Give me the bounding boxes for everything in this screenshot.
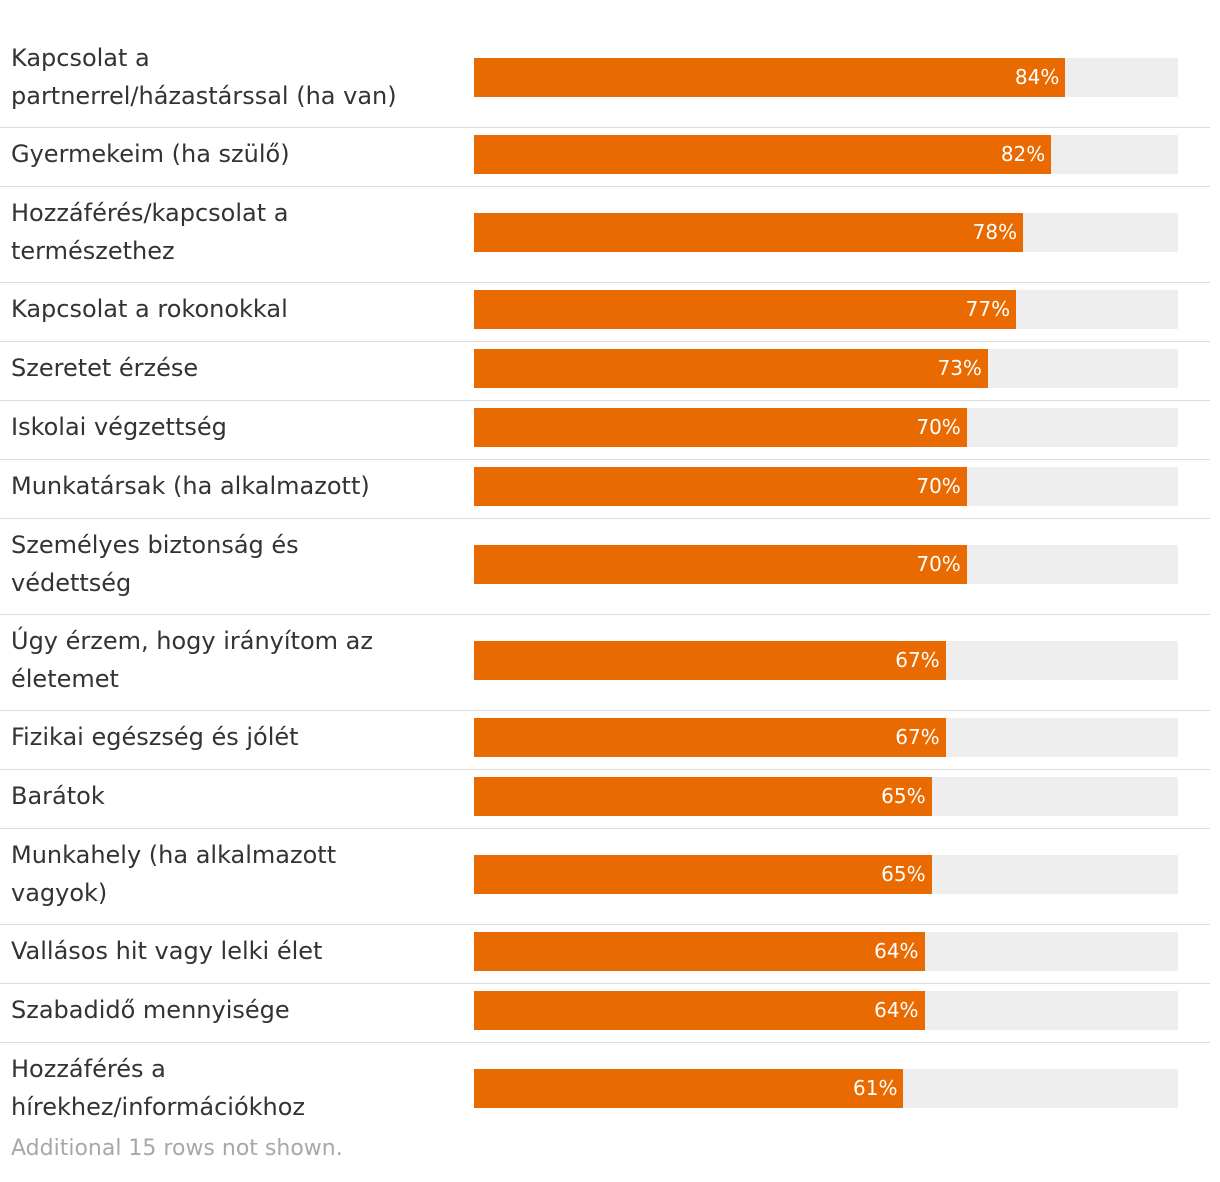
bar — [474, 640, 946, 680]
bar-value-label: 67% — [895, 724, 940, 749]
row-divider — [0, 1042, 1210, 1043]
bar-track: 61% — [474, 1068, 1178, 1108]
category-label: Kapcsolat a partnerrel/házastárssal (ha … — [11, 44, 397, 110]
bar-track: 64% — [474, 990, 1178, 1030]
bar — [474, 57, 1066, 97]
row-divider — [0, 710, 1210, 711]
bar — [474, 1068, 904, 1108]
bar-value-label: 61% — [853, 1075, 898, 1100]
category-label: Szeretet érzése — [11, 354, 199, 382]
bar-value-label: 84% — [1014, 64, 1060, 89]
bar — [474, 134, 1052, 174]
bar-track: 70% — [474, 407, 1178, 447]
bar — [474, 212, 1024, 252]
category-label: Munkatársak (ha alkalmazott) — [11, 472, 370, 500]
bar-value-label: 67% — [895, 647, 940, 672]
category-label: Vallásos hit vagy lelki élet — [11, 937, 323, 965]
bar-track: 82% — [474, 134, 1178, 174]
row-divider — [0, 518, 1210, 519]
bar-track: 84% — [474, 57, 1178, 97]
bar-track: 67% — [474, 640, 1178, 680]
bar-track: 73% — [474, 348, 1178, 388]
category-label: Hozzáférés a hírekhez/információkhoz — [11, 1055, 306, 1121]
row-divider — [0, 983, 1210, 984]
bar-track: 70% — [474, 466, 1178, 506]
row-divider — [0, 769, 1210, 770]
category-label: Munkahely (ha alkalmazott vagyok) — [11, 841, 337, 907]
row-divider — [0, 614, 1210, 615]
bar — [474, 466, 967, 506]
bar — [474, 990, 925, 1030]
bar-track: 65% — [474, 776, 1178, 816]
bar-track: 65% — [474, 854, 1178, 894]
category-label: Szabadidő mennyisége — [11, 996, 290, 1024]
bar — [474, 931, 925, 971]
bar — [474, 776, 932, 816]
bar — [474, 854, 932, 894]
bar-value-label: 70% — [916, 551, 961, 576]
category-label: Személyes biztonság és védettség — [11, 531, 299, 597]
bar-value-label: 70% — [916, 473, 961, 498]
bar-track: 64% — [474, 931, 1178, 971]
bar-value-label: 70% — [916, 414, 961, 439]
bar-track: 70% — [474, 544, 1178, 584]
footnote: Additional 15 rows not shown. — [11, 1136, 343, 1161]
row-divider — [0, 282, 1210, 283]
category-label: Gyermekeim (ha szülő) — [11, 140, 290, 168]
bar-value-label: 82% — [1000, 141, 1046, 166]
category-label: Kapcsolat a rokonokkal — [11, 295, 288, 323]
bar-value-label: 65% — [881, 861, 926, 886]
category-label: Hozzáférés/kapcsolat a természethez — [11, 199, 289, 265]
bar — [474, 717, 946, 757]
bar-track: 67% — [474, 717, 1178, 757]
bar-value-label: 65% — [881, 783, 926, 808]
row-divider — [0, 341, 1210, 342]
category-label: Úgy érzem, hogy irányítom az életemet — [11, 627, 373, 693]
row-divider — [0, 459, 1210, 460]
row-divider — [0, 186, 1210, 187]
bar-track: 78% — [474, 212, 1178, 252]
bar — [474, 544, 967, 584]
bar-value-label: 73% — [937, 355, 982, 380]
row-divider — [0, 127, 1210, 128]
category-label: Barátok — [11, 782, 105, 810]
category-label: Fizikai egészség és jólét — [11, 723, 299, 751]
bar — [474, 289, 1017, 329]
bar-track: 77% — [474, 289, 1178, 329]
row-divider — [0, 828, 1210, 829]
bar — [474, 407, 967, 447]
bar-value-label: 64% — [874, 938, 919, 963]
row-divider — [0, 400, 1210, 401]
row-divider — [0, 924, 1210, 925]
category-label: Iskolai végzettség — [11, 413, 227, 441]
bar-value-label: 64% — [874, 997, 919, 1022]
bar-value-label: 78% — [972, 219, 1018, 244]
bar-value-label: 77% — [965, 296, 1011, 321]
bar — [474, 348, 988, 388]
